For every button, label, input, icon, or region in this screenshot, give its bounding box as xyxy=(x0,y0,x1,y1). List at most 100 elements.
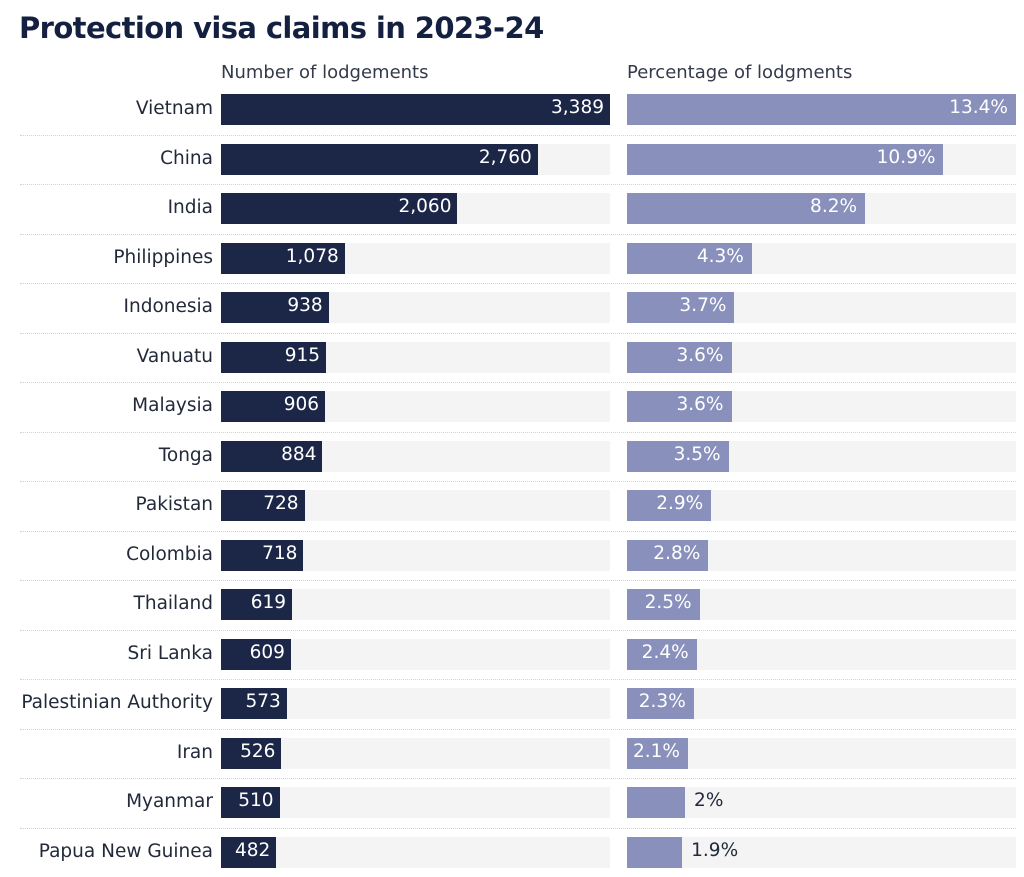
number-bar xyxy=(221,638,291,670)
percent-bar xyxy=(627,638,697,670)
chart-row: Malaysia 906 3.6% xyxy=(0,382,1024,432)
category-label: Indonesia xyxy=(123,296,213,317)
percent-value-label: 13.4% xyxy=(949,97,1008,118)
number-bar xyxy=(221,94,610,125)
chart-row: Thailand 619 2.5% xyxy=(0,580,1024,630)
category-label: Papua New Guinea xyxy=(38,840,213,862)
percent-value-label: 10.9% xyxy=(876,146,936,168)
chart-row: Sri Lanka 609 2.4% xyxy=(0,629,1024,680)
number-bar-track: 938 xyxy=(221,292,610,323)
row-divider xyxy=(20,629,1016,631)
number-bar xyxy=(221,292,329,323)
number-value-label: 482 xyxy=(235,839,271,861)
row-divider xyxy=(20,134,1016,136)
number-value-label: 2,060 xyxy=(398,196,452,217)
percent-bar-track: 2% xyxy=(627,787,1016,818)
row-divider xyxy=(20,728,1016,730)
number-value-label: 728 xyxy=(263,493,299,514)
number-bar-track: 1,078 xyxy=(221,242,610,274)
number-bar xyxy=(221,539,304,571)
row-divider xyxy=(20,233,1016,235)
category-label: Colombia xyxy=(126,543,213,565)
number-column-header: Number of lodgements xyxy=(221,62,429,83)
number-bar xyxy=(221,242,345,274)
row-divider xyxy=(20,283,1016,284)
number-value-label: 510 xyxy=(238,790,274,811)
percent-bar-track: 2.8% xyxy=(627,539,1016,571)
number-value-label: 884 xyxy=(281,443,317,465)
chart-row: Pakistan 728 2.9% xyxy=(0,481,1024,531)
category-label: China xyxy=(160,147,213,169)
percent-value-label: 4.3% xyxy=(696,245,744,267)
percent-bar xyxy=(627,242,752,274)
percent-bar-track: 3.7% xyxy=(627,292,1016,323)
chart-row: Palestinian Authority 573 2.3% xyxy=(0,679,1024,729)
percent-bar-track: 2.3% xyxy=(627,688,1016,719)
percent-value-label: 3.7% xyxy=(679,295,727,316)
chart-row: Vanuatu 915 3.6% xyxy=(0,332,1024,383)
percent-bar-track: 13.4% xyxy=(627,94,1016,125)
chart-row: Tonga 884 3.5% xyxy=(0,431,1024,482)
percent-column-header: Percentage of lodgments xyxy=(627,62,853,83)
number-bar xyxy=(221,391,325,422)
number-bar-track: 906 xyxy=(221,391,610,422)
row-divider xyxy=(20,431,1016,433)
number-bar xyxy=(221,787,280,818)
number-bar-track: 2,760 xyxy=(221,143,610,175)
number-bar xyxy=(221,737,282,769)
number-bar-track: 609 xyxy=(221,638,610,670)
category-label: Tonga xyxy=(158,444,213,466)
percent-bar xyxy=(627,836,683,868)
number-value-label: 609 xyxy=(249,641,285,663)
row-divider xyxy=(20,184,1016,185)
category-label: Malaysia xyxy=(132,395,213,416)
chart-row: India 2,060 8.2% xyxy=(0,184,1024,234)
number-bar-track: 884 xyxy=(221,440,610,472)
category-label: Sri Lanka xyxy=(127,642,213,664)
chart-row: Philippines 1,078 4.3% xyxy=(0,233,1024,284)
number-value-label: 3,389 xyxy=(551,97,604,118)
row-divider xyxy=(20,332,1016,334)
row-divider xyxy=(20,580,1016,581)
percent-bar-track: 2.5% xyxy=(627,589,1016,620)
percent-bar-track: 3.6% xyxy=(627,391,1016,422)
percent-bar xyxy=(627,143,944,175)
number-bar xyxy=(221,341,327,373)
number-value-label: 619 xyxy=(250,592,287,613)
percent-value-label: 1.9% xyxy=(691,839,739,861)
row-divider xyxy=(20,679,1016,680)
percent-bar-track: 8.2% xyxy=(627,193,1016,224)
chart-row: Indonesia 938 3.7% xyxy=(0,283,1024,333)
number-bar xyxy=(221,589,293,620)
number-bar xyxy=(221,440,323,472)
percent-bar xyxy=(627,589,700,620)
category-label: Iran xyxy=(176,741,213,763)
percent-bar xyxy=(627,440,729,472)
percent-value-label: 8.2% xyxy=(810,196,858,217)
number-value-label: 526 xyxy=(240,740,276,762)
chart-row: Vietnam 3,389 13.4% xyxy=(0,85,1024,135)
percent-bar xyxy=(627,292,735,323)
percent-bar-track: 2.1% xyxy=(627,737,1016,769)
row-divider xyxy=(20,778,1016,779)
percent-bar-track: 1.9% xyxy=(627,836,1016,868)
number-bar-track: 526 xyxy=(221,737,610,769)
row-divider xyxy=(20,827,1016,829)
number-bar-track: 718 xyxy=(221,539,610,571)
number-bar-track: 510 xyxy=(221,787,610,818)
chart-row: China 2,760 10.9% xyxy=(0,134,1024,185)
percent-bar-track: 2.4% xyxy=(627,638,1016,670)
chart-title: Protection visa claims in 2023-24 xyxy=(19,11,544,45)
category-label: India xyxy=(167,197,213,218)
percent-bar-track: 4.3% xyxy=(627,242,1016,274)
category-label: Myanmar xyxy=(126,791,213,812)
number-value-label: 718 xyxy=(262,542,298,564)
row-divider xyxy=(20,382,1016,383)
percent-bar-track: 3.5% xyxy=(627,440,1016,472)
percent-bar xyxy=(627,391,732,422)
category-label: Palestinian Authority xyxy=(21,692,213,713)
percent-bar xyxy=(627,490,712,521)
chart-row: Papua New Guinea 482 1.9% xyxy=(0,827,1024,877)
category-label: Thailand xyxy=(133,593,213,614)
percent-bar xyxy=(627,737,688,769)
